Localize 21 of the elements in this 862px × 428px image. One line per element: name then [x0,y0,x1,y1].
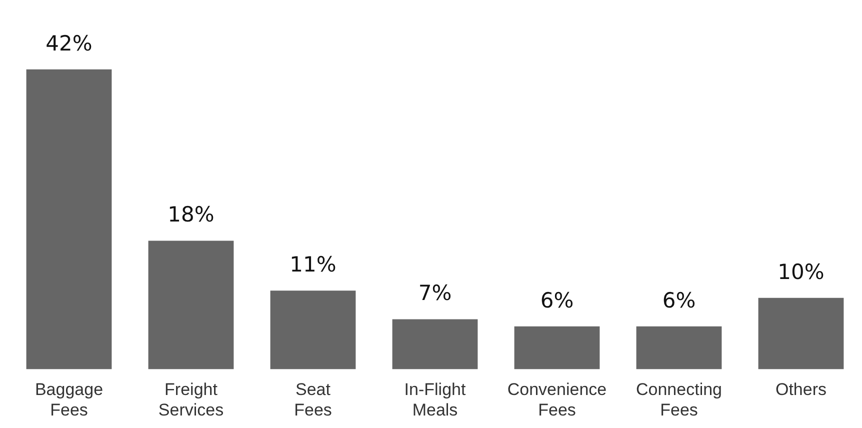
x-tick-label: Freight Services [158,380,224,420]
bar [270,290,356,370]
bar [392,319,478,370]
bar [514,326,600,370]
bar [148,240,234,370]
x-tick-label: Baggage Fees [34,380,104,420]
data-label: 42% [46,31,92,56]
bar [636,326,722,370]
x-tick-label: Others [775,380,827,400]
data-label: 7% [418,281,452,306]
data-label: 10% [778,260,824,284]
x-tick-label: Convenience Fees [507,380,607,420]
bar [758,298,844,370]
x-tick-label: In-Flight Meals [404,380,466,420]
data-label: 18% [168,202,214,227]
data-label: 6% [540,288,574,312]
bar [26,69,112,370]
data-label: 6% [662,288,696,312]
x-tick-label: Seat Fees [294,380,332,420]
x-tick-label: Connecting Fees [636,380,722,420]
data-label: 11% [290,252,336,277]
